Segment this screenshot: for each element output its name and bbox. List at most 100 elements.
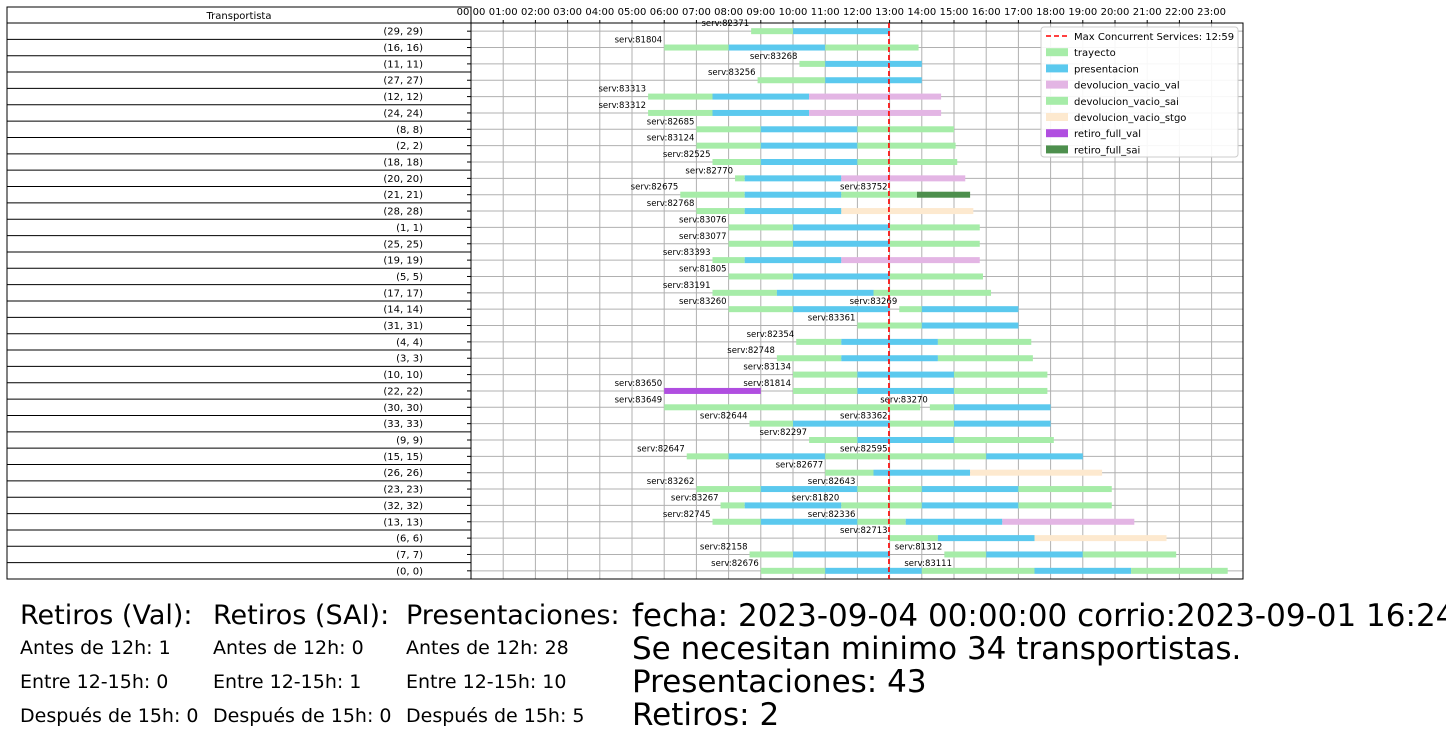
- bar-presentacion: [760, 518, 858, 525]
- bar-trayecto: [825, 469, 874, 476]
- bar-trayecto: [728, 306, 793, 313]
- bar-trayecto: [944, 551, 987, 558]
- bar-trayecto: [954, 567, 1035, 574]
- row-label: (14, 14): [383, 305, 423, 316]
- bar-devolucion-vacio-val: [809, 93, 942, 100]
- stats-entre: Entre 12-15h: 0: [20, 671, 169, 693]
- bar-presentacion: [728, 44, 826, 51]
- bar-trayecto: [728, 224, 793, 231]
- summary-presentaciones: Presentaciones: 43: [632, 664, 927, 700]
- row-label: (0, 0): [396, 566, 423, 577]
- bar-presentacion: [793, 420, 890, 427]
- service-label: serv:83393: [663, 248, 711, 258]
- service-label: serv:82768: [647, 199, 695, 209]
- service-label: serv:82647: [637, 444, 685, 454]
- legend-label: presentacion: [1074, 64, 1139, 75]
- x-tick-label: 09:00: [746, 7, 775, 18]
- bar-trayecto: [751, 28, 793, 35]
- bar-devolucion-vacio-stgo: [841, 208, 974, 215]
- bar-trayecto: [857, 142, 956, 149]
- bar-trayecto: [776, 355, 842, 362]
- bar-trayecto: [889, 535, 938, 542]
- bar-presentacion: [744, 191, 842, 198]
- row-label: (4, 4): [396, 337, 423, 348]
- legend-label: Max Concurrent Services: 12:59: [1074, 32, 1234, 43]
- x-tick-label: 20:00: [1101, 7, 1130, 18]
- x-tick-label: 17:00: [1004, 7, 1033, 18]
- legend-label: retiro_full_val: [1074, 129, 1141, 140]
- bar-presentacion: [857, 437, 954, 443]
- service-label: serv:82354: [747, 330, 795, 340]
- x-tick-label: 16:00: [972, 7, 1001, 18]
- row-label: (20, 20): [383, 174, 423, 185]
- bar-presentacion: [793, 240, 890, 247]
- bar-presentacion: [744, 257, 842, 264]
- x-tick-label: 22:00: [1165, 7, 1194, 18]
- service-label: serv:82677: [776, 461, 824, 471]
- bar-presentacion: [728, 453, 826, 460]
- bar-trayecto: [825, 404, 921, 411]
- stats-despues: Después de 15h: 0: [213, 705, 392, 727]
- bar-trayecto: [796, 338, 842, 345]
- x-tick-label: 13:00: [875, 7, 904, 18]
- bar-presentacion: [760, 486, 858, 493]
- bar-presentacion: [841, 338, 938, 345]
- bar-presentacion: [937, 535, 1035, 542]
- summary-minimo: Se necesitan minimo 34 transportistas.: [632, 631, 1242, 667]
- bar-presentacion: [841, 355, 938, 362]
- legend-swatch: [1046, 80, 1068, 89]
- bar-trayecto: [749, 420, 793, 427]
- legend-label: devolucion_vacio_sai: [1074, 97, 1179, 108]
- bar-trayecto: [712, 289, 777, 296]
- bar-trayecto: [648, 109, 713, 116]
- bar-trayecto: [889, 420, 954, 427]
- x-tick-label: 07:00: [682, 7, 711, 18]
- service-label: serv:81820: [792, 493, 840, 503]
- bar-trayecto: [735, 175, 745, 182]
- bar-retiro-full-val: [664, 387, 761, 394]
- row-label: (2, 2): [396, 141, 423, 152]
- bar-presentacion: [857, 387, 954, 394]
- bar-trayecto: [728, 240, 793, 247]
- row-label: (27, 27): [383, 76, 423, 87]
- bar-trayecto: [712, 159, 761, 165]
- row-label: (15, 15): [383, 452, 423, 463]
- x-tick-label: 19:00: [1068, 7, 1097, 18]
- bar-presentacion: [1034, 567, 1132, 574]
- bar-presentacion: [793, 306, 890, 313]
- row-label: (12, 12): [383, 92, 423, 103]
- row-label: (24, 24): [383, 108, 423, 119]
- service-label: serv:83649: [615, 395, 663, 405]
- summary-block: fecha: 2023-09-04 00:00:00 corrio:2023-0…: [632, 600, 1446, 732]
- x-tick-label: 11:00: [811, 7, 840, 18]
- bar-devolucion-vacio-val: [809, 109, 942, 116]
- bar-devolucion-vacio-val: [841, 175, 966, 182]
- bar-trayecto: [1082, 551, 1177, 558]
- service-label: serv:82713: [840, 526, 888, 536]
- service-label: serv:82676: [711, 559, 759, 569]
- stats-despues: Después de 15h: 5: [406, 705, 585, 727]
- row-label: (10, 10): [383, 370, 423, 381]
- row-label: (13, 13): [383, 517, 423, 528]
- stats-despues: Después de 15h: 0: [20, 705, 199, 727]
- bar-presentacion: [760, 159, 858, 165]
- bar-presentacion: [793, 28, 890, 35]
- bar-trayecto: [696, 142, 761, 149]
- service-label: serv:82297: [759, 428, 807, 438]
- service-label: serv:82675: [631, 183, 679, 193]
- x-tick-label: 18:00: [1036, 7, 1065, 18]
- legend-swatch: [1046, 145, 1068, 154]
- row-label: (16, 16): [383, 43, 423, 54]
- bar-presentacion: [921, 502, 1019, 509]
- bar-trayecto: [954, 387, 1048, 394]
- row-label: (28, 28): [383, 207, 423, 218]
- x-tick-label: 08:00: [714, 7, 743, 18]
- legend-label: trayecto: [1074, 48, 1116, 59]
- stats-retiros-sai: Retiros (SAI): Antes de 12h: 0 Entre 12-…: [213, 600, 392, 727]
- bar-devolucion-vacio-val: [1002, 518, 1135, 525]
- row-label: (11, 11): [383, 59, 423, 70]
- table-header: Transportista: [206, 11, 272, 22]
- bar-presentacion: [825, 77, 922, 84]
- bar-presentacion: [921, 322, 1019, 329]
- service-label: serv:83076: [679, 215, 727, 225]
